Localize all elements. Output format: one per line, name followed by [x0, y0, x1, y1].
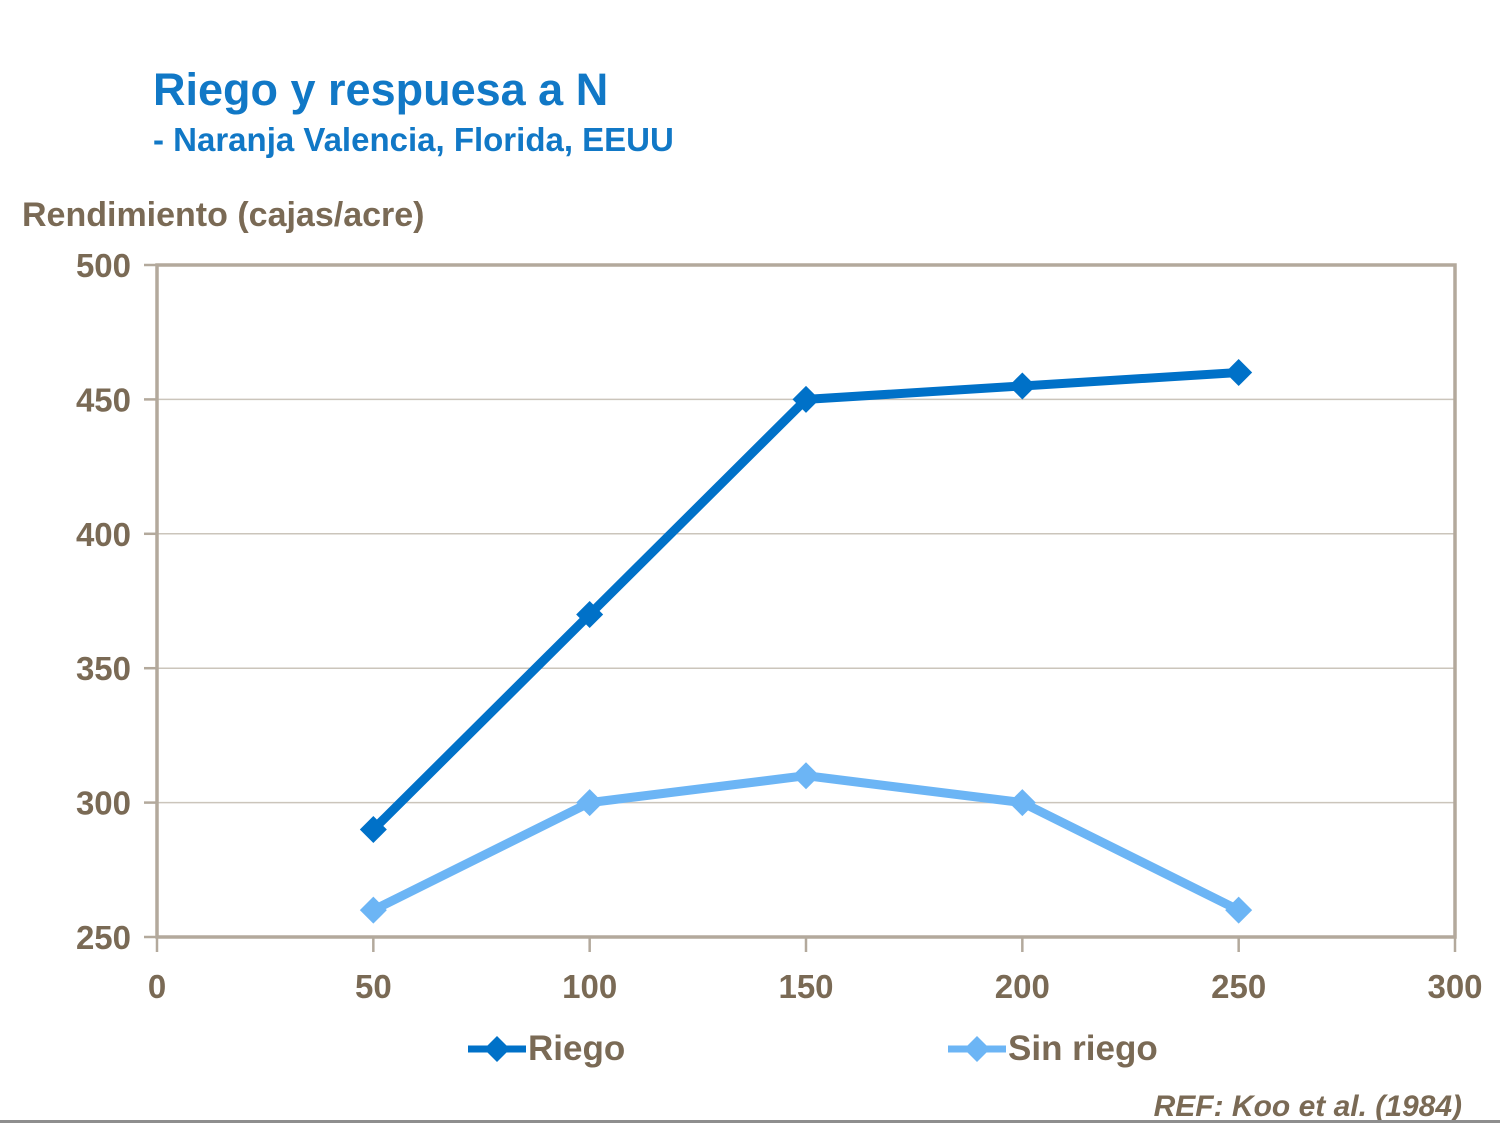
chart-title: Riego y respuesa a N — [153, 64, 609, 115]
x-tick-label: 200 — [995, 968, 1050, 1005]
x-tick-label: 100 — [562, 968, 617, 1005]
chart-subtitle: - Naranja Valencia, Florida, EEUU — [153, 121, 674, 159]
series-1-point-marker — [1225, 896, 1253, 924]
x-tick-label: 300 — [1427, 968, 1482, 1005]
legend-item-riego: Riego — [468, 1028, 625, 1070]
series-line-1 — [371, 771, 1241, 915]
series-0-point-marker — [576, 600, 604, 628]
series-1-point-marker — [1008, 789, 1036, 817]
chart-legend: Riego Sin riego — [0, 1028, 1500, 1070]
series-0-point-marker — [359, 815, 387, 843]
sin-riego-series-marker-icon — [948, 1036, 1006, 1062]
reference-citation: REF: Koo et al. (1984) — [1153, 1090, 1462, 1123]
series-0-point-marker — [792, 385, 820, 413]
plot-border — [155, 263, 1457, 939]
y-tick-label: 500 — [76, 247, 131, 284]
y-tick-label: 450 — [76, 381, 131, 418]
riego-series-marker-icon — [468, 1036, 526, 1062]
series-1-point-marker — [359, 896, 387, 924]
y-tick-label: 250 — [76, 919, 131, 956]
x-tick-label: 50 — [355, 968, 392, 1005]
series-0-point-marker — [1008, 372, 1036, 400]
legend-label-riego: Riego — [528, 1029, 626, 1068]
y-tick-label: 300 — [76, 785, 131, 822]
x-tick-label: 0 — [148, 968, 166, 1005]
series-line-0 — [370, 368, 1239, 833]
series-0-point-marker — [1225, 359, 1253, 387]
legend-label-sin-riego: Sin riego — [1008, 1029, 1158, 1068]
series-1-point-marker — [792, 762, 820, 790]
x-tick-label: 150 — [778, 968, 833, 1005]
series-1-point-marker — [576, 789, 604, 817]
y-tick-label: 350 — [76, 650, 131, 687]
y-tick-label: 400 — [76, 516, 131, 553]
bottom-divider — [0, 1120, 1500, 1123]
title-block: Riego y respuesa a N - Naranja Valencia,… — [153, 66, 674, 158]
legend-item-sin-riego: Sin riego — [948, 1028, 1158, 1070]
y-axis-title: Rendimiento (cajas/acre) — [22, 196, 425, 234]
x-tick-label: 250 — [1211, 968, 1266, 1005]
